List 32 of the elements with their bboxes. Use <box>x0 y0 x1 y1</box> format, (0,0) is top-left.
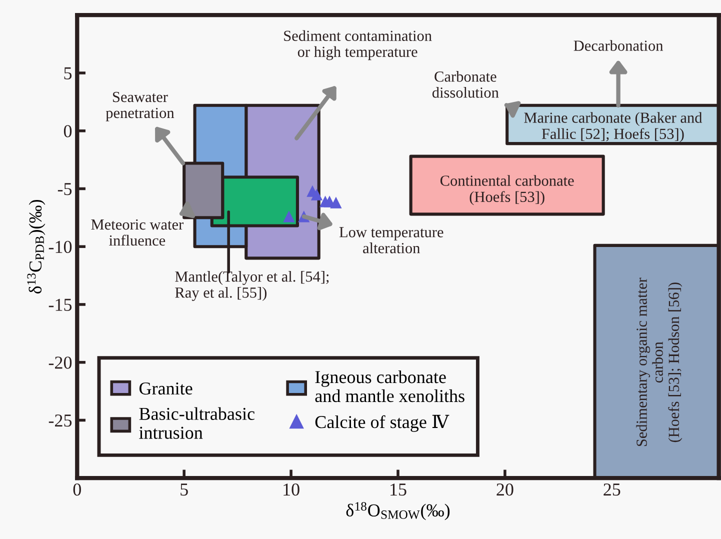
point <box>310 188 323 200</box>
annotation: Low temperature alteration <box>339 227 444 254</box>
y-tick-label: -15 <box>48 298 72 311</box>
x-tick-label: 5 <box>180 484 188 496</box>
y-tick-label: -5 <box>58 183 72 196</box>
legend-label: Granite <box>139 382 192 395</box>
legend-label: Calcite of stage Ⅳ <box>315 414 450 432</box>
point <box>283 210 295 222</box>
y-tick-label: -25 <box>48 414 72 427</box>
annotation: Decarbonation <box>574 40 664 51</box>
legend-label: Igneous carbonate and mantle xenoliths <box>315 370 464 402</box>
annotation: Mantle(Talyor et al. [54]; Ray et al. [55]) <box>175 270 329 301</box>
annotation: Seawater penetration <box>106 92 174 122</box>
x-axis-title: δ$^{18}$O$_{SMOW}$(‰) <box>346 502 450 520</box>
annotation: Sedimentary organic matter carbon (Hoefs [53]; Hodson [56]) <box>636 278 682 446</box>
annotation: Continental carbonate (Hoefs [53]) <box>440 175 574 206</box>
annotation: Meteoric water influence <box>91 219 184 246</box>
x-tick-label: 20 <box>496 483 514 496</box>
y-axis-title: δ$^{13}$C$_{PDB}$)(‰) <box>27 200 46 294</box>
annotation: Carbonate dissolution <box>432 71 499 98</box>
legend-label: Basic-ultrabasic intrusion <box>139 407 254 439</box>
x-tick-label: 0 <box>73 483 81 496</box>
point <box>330 196 342 208</box>
y-tick-label: 5 <box>64 67 72 80</box>
y-tick-label: -20 <box>48 356 72 369</box>
y-tick-label: 0 <box>64 125 72 138</box>
x-tick-label: 10 <box>284 483 300 496</box>
x-tick-label: 25 <box>604 484 620 496</box>
annotation: Sediment contamination or high temperature <box>284 30 432 60</box>
y-tick-label: -10 <box>48 240 72 254</box>
x-tick-label: 15 <box>390 484 406 496</box>
annotation: Marine carbonate (Baker and Fallic [52]; Hoefs [53]) <box>524 112 702 142</box>
